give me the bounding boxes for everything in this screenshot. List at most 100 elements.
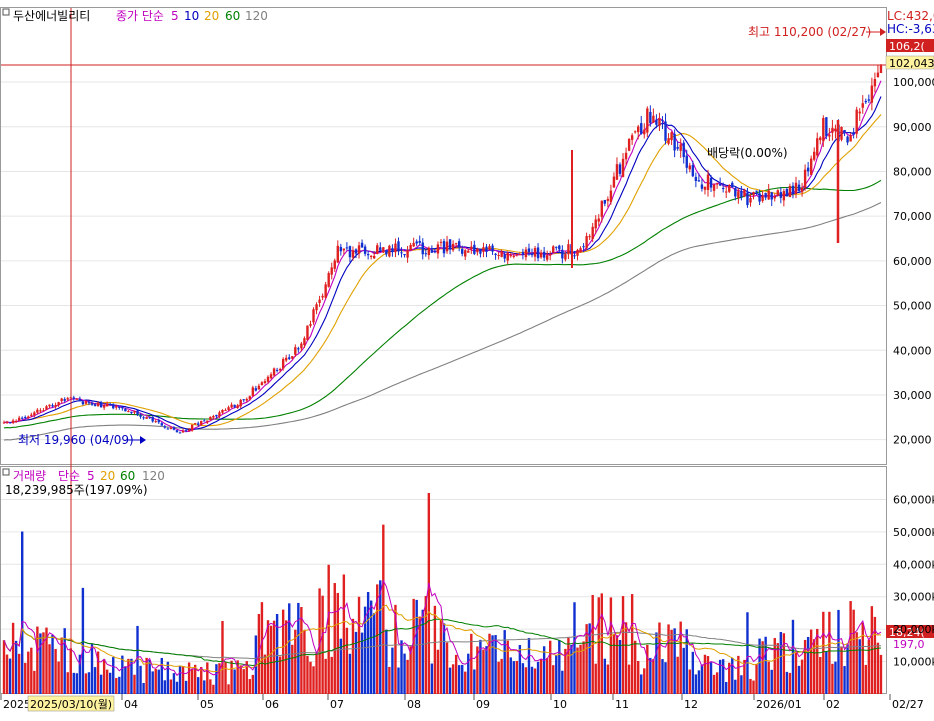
candle [172,427,176,430]
candle [876,72,880,78]
candle [731,182,734,188]
candle [306,325,309,340]
candle [870,85,874,103]
candle [294,347,297,355]
volume-bar [348,653,352,694]
volume-bar [573,602,576,694]
volume-bar [433,605,437,694]
price-tick-label: 50,000 [893,300,932,313]
price-panel[interactable] [0,7,887,465]
candle [139,415,142,417]
candle [809,158,813,175]
volume-bar [203,680,206,694]
volume-bar [206,662,209,694]
price-y-axis: 100,000 90,000 80,000 70,000 60,000 50,000 40,… [893,76,934,447]
price-legend: 두산에너빌리티 종가 단순 5 10 20 60 120 [2,8,268,23]
volume-bar [260,602,264,694]
candle [57,402,60,406]
volume-bar [412,598,415,694]
candle [278,368,282,371]
volume-bar [87,672,91,694]
volume-bar [770,669,773,694]
candle [336,245,339,263]
volume-bar [676,656,679,694]
volume-bar [703,654,707,694]
candle [209,416,212,420]
ma60-line [3,179,882,429]
volume-bar [130,658,133,694]
volume-bar [148,660,151,694]
candle [822,118,825,142]
candle [791,185,795,194]
candle [749,197,752,203]
price-tick-label: 20,000 [893,434,932,447]
candle [770,192,773,200]
lc-label: LC:432,0 [887,9,934,23]
volume-bar [224,661,227,694]
volume-bar [800,659,804,694]
candle [494,253,497,256]
volume-bar [661,659,664,694]
candle [60,398,63,402]
volume-bar [239,665,242,694]
volume-bar [272,620,276,694]
volume-bar [633,640,637,694]
candle [685,155,688,168]
volume-bar [585,624,588,694]
candle [764,192,767,198]
candle [66,398,69,400]
candle [849,135,852,142]
volume-bar [691,651,695,694]
volume-bar [339,638,343,694]
candle [503,254,506,259]
candle [855,109,858,134]
candle [527,248,531,252]
candle [136,410,139,415]
volume-bar [288,603,291,694]
candle [521,252,525,255]
volume-bar [721,659,725,694]
candle [96,403,100,406]
volume-bar [579,644,582,694]
volume-bar [281,609,285,694]
volume-bar [124,666,127,694]
candle [87,402,91,404]
volume-bar [342,574,346,694]
candle [376,245,379,254]
candle [536,247,540,259]
volume-bar [33,670,36,694]
volume-bar [612,634,616,694]
volume-bar [121,655,124,694]
volume-bar [758,638,761,694]
candle [357,245,361,254]
candle [524,249,528,258]
candle [715,183,719,185]
candle [712,184,716,191]
volume-legend-ma120: 120 [142,469,165,483]
candle [33,412,36,416]
volume-bar [72,672,75,694]
volume-bar [588,623,591,694]
volume-bar [582,641,585,694]
ref-price-box [885,55,934,70]
candle [697,180,701,182]
volume-ma5-line [3,579,882,677]
volume-bar [624,622,628,694]
candle [84,401,88,404]
candle [215,414,218,417]
volume-y-axis: 60,000k 50,000k 40,000k 30,000k 20,000k 10,00… [893,493,934,668]
volume-bar [112,657,115,694]
price-tick-label: 30,000 [893,389,932,402]
last-price-box [886,39,934,52]
candle [676,147,679,149]
candle [679,144,682,151]
volume-legend-ma20: 20 [100,469,115,483]
candle [42,410,45,412]
volume-bar [797,665,801,694]
candle [360,242,364,248]
volume-bar [752,680,755,694]
volume-bar [63,628,66,694]
volume-bar [879,654,883,694]
cursor-date-box [27,695,115,712]
